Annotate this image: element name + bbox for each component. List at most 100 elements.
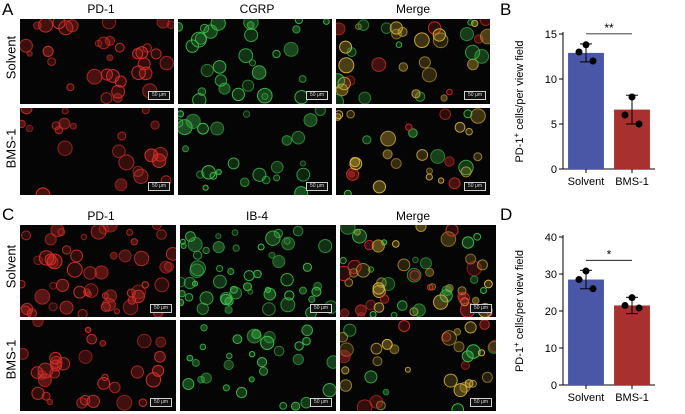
cell-body [336,93,344,104]
cell-body [397,258,411,272]
cell-body [192,280,198,287]
significance-label: ** [604,21,614,35]
scale-bar-label: 50 μm [310,398,332,407]
cell-body [38,19,54,33]
cell-body [200,372,212,384]
cell-body [469,379,477,388]
cell-body [57,228,66,237]
col-title-a-cgrp: CGRP [239,2,275,16]
data-point [635,120,643,128]
cell-body [247,288,254,295]
cell-body [355,263,371,278]
cell-body [50,355,63,369]
cell-body [100,68,114,81]
cell-body [372,180,387,194]
cell-body [349,157,363,171]
cell-body [314,108,326,116]
cell-body [86,333,97,345]
cell-body [426,167,433,175]
cell-body [191,358,200,367]
cell-body [440,94,448,102]
cell-body [397,300,408,311]
cell-body [26,308,38,317]
micrograph-a-solvent-pd1: 50 μm [20,19,174,104]
cell-body [311,286,322,297]
cell-body [183,276,196,290]
cell-body [301,324,313,337]
col-title-a-merge: Merge [395,2,430,16]
cell-body [479,320,490,330]
cell-body [458,159,474,176]
cell-body [222,384,231,392]
cell-body [365,299,377,311]
cell-body [220,293,232,306]
cell-body [215,168,222,176]
cell-body [340,225,356,235]
cell-body [473,232,482,241]
cell-body [51,121,61,131]
cell-body [239,177,250,188]
cell-body [159,260,173,274]
cell-body [398,62,409,72]
micrograph-texture [336,19,490,104]
cell-body [131,289,146,304]
cell-body [26,50,33,57]
cell-body [213,274,227,289]
cell-body [243,19,259,31]
cell-body [182,378,195,390]
cell-body [344,75,356,87]
cell-body [151,225,162,230]
cell-body [425,267,435,278]
cell-body [298,75,307,83]
cell-body [244,28,259,43]
cell-body [131,284,146,300]
cell-body [243,270,255,282]
micrograph-a-bms1-merge: 50 μm [336,108,490,195]
cell-body [77,309,88,317]
cell-body [102,225,118,233]
cell-body [197,122,209,135]
cell-body [464,321,477,334]
cell-body [357,19,370,31]
cell-body [138,398,148,407]
cell-body [281,135,293,146]
cell-body [44,233,57,246]
cell-body [268,251,276,259]
micrograph-texture [178,19,330,104]
cell-body [346,47,357,58]
cell-body [182,145,189,153]
cell-body [215,233,222,240]
cell-body [48,302,58,312]
cell-body [303,113,318,128]
cell-body [164,261,174,272]
y-tick-label: 5 [551,119,557,131]
cell-body [44,253,57,266]
cell-body [478,349,486,357]
cell-body [154,277,170,293]
cell-body [348,170,356,178]
cell-body [133,250,150,267]
scale-bar-label: 50 μm [306,91,328,100]
x-tick-label: BMS-1 [615,392,649,404]
cell-body [340,379,353,392]
cell-body [405,123,413,131]
cell-body [372,356,383,367]
scale-bar-label: 50 μm [306,182,328,191]
cell-body [336,22,346,36]
cell-body [457,291,467,301]
cell-body [66,83,75,92]
y-tick-label: 20 [545,306,557,318]
cell-body [86,394,100,408]
scale-bar-label: 50 μm [470,398,492,407]
cell-body [432,32,449,49]
cell-body [473,152,483,162]
cell-body [253,269,262,279]
cell-body [165,247,176,261]
cell-body [200,63,214,78]
cell-body [212,241,225,254]
cell-body [49,281,58,290]
cell-body [20,38,33,53]
cell-body [248,376,255,383]
cell-body [202,184,209,191]
data-point [635,304,643,312]
